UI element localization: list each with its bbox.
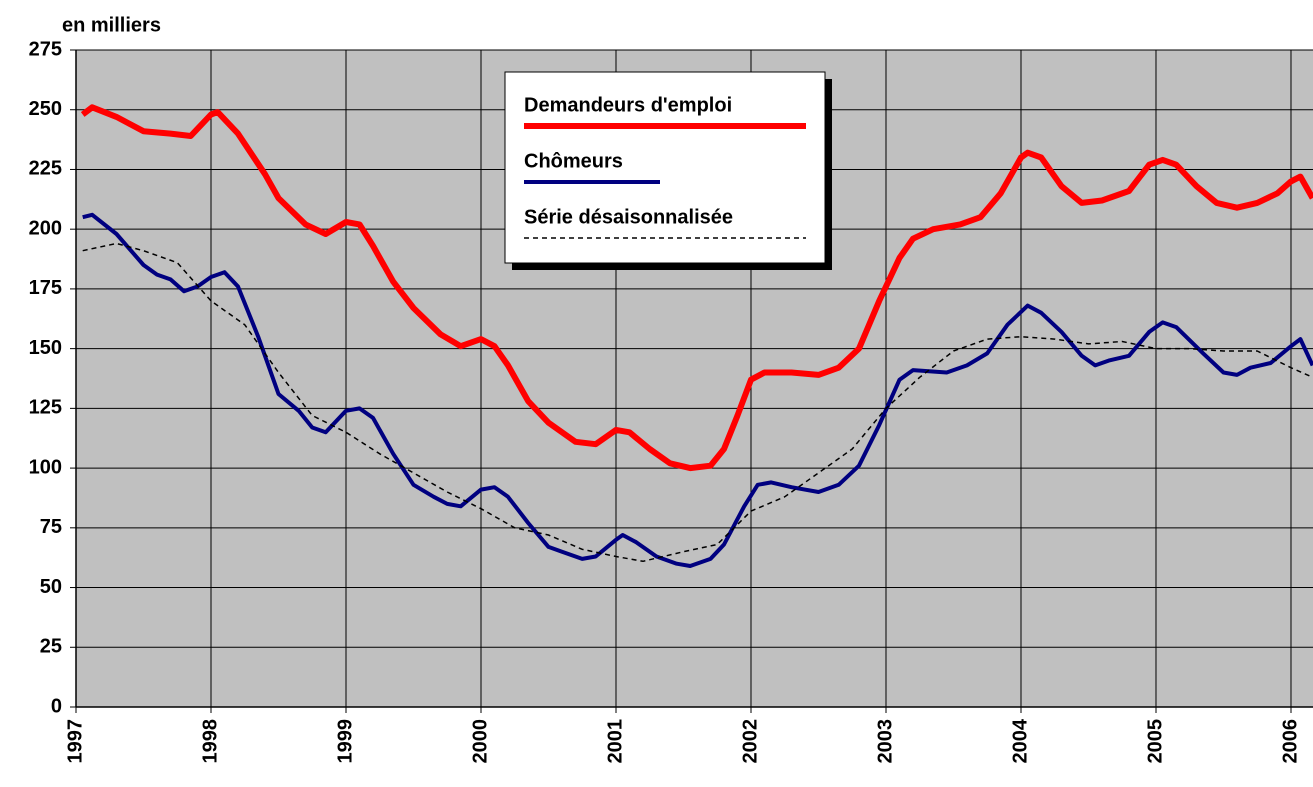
y-tick-label: 275 — [29, 38, 62, 60]
legend-label: Chômeurs — [524, 150, 623, 172]
x-tick-label: 2001 — [604, 719, 626, 764]
y-tick-label: 200 — [29, 217, 62, 239]
y-tick-label: 250 — [29, 98, 62, 120]
y-tick-label: 50 — [40, 576, 62, 598]
y-tick-label: 175 — [29, 277, 62, 299]
x-tick-label: 1997 — [64, 719, 86, 764]
legend-label: Série désaisonnalisée — [524, 206, 733, 228]
y-tick-label: 225 — [29, 158, 62, 180]
y-axis-label: en milliers — [62, 14, 161, 36]
y-tick-label: 75 — [40, 516, 62, 538]
x-tick-label: 2006 — [1279, 719, 1301, 764]
y-tick-label: 125 — [29, 397, 62, 419]
x-tick-label: 2005 — [1144, 719, 1166, 764]
y-tick-label: 100 — [29, 456, 62, 478]
x-tick-label: 1998 — [199, 719, 221, 764]
x-tick-label: 2000 — [469, 719, 491, 764]
x-tick-label: 1999 — [334, 719, 356, 764]
x-tick-label: 2002 — [739, 719, 761, 764]
legend — [504, 71, 826, 264]
line — [82, 242, 1313, 563]
y-tick-label: 25 — [40, 636, 62, 658]
y-tick-label: 0 — [51, 695, 62, 717]
x-tick-label: 2003 — [874, 719, 896, 764]
legend-label: Demandeurs d'emploi — [524, 94, 732, 116]
line — [80, 104, 1313, 472]
line — [82, 212, 1313, 568]
y-tick-label: 150 — [29, 337, 62, 359]
x-tick-label: 2004 — [1009, 718, 1031, 763]
